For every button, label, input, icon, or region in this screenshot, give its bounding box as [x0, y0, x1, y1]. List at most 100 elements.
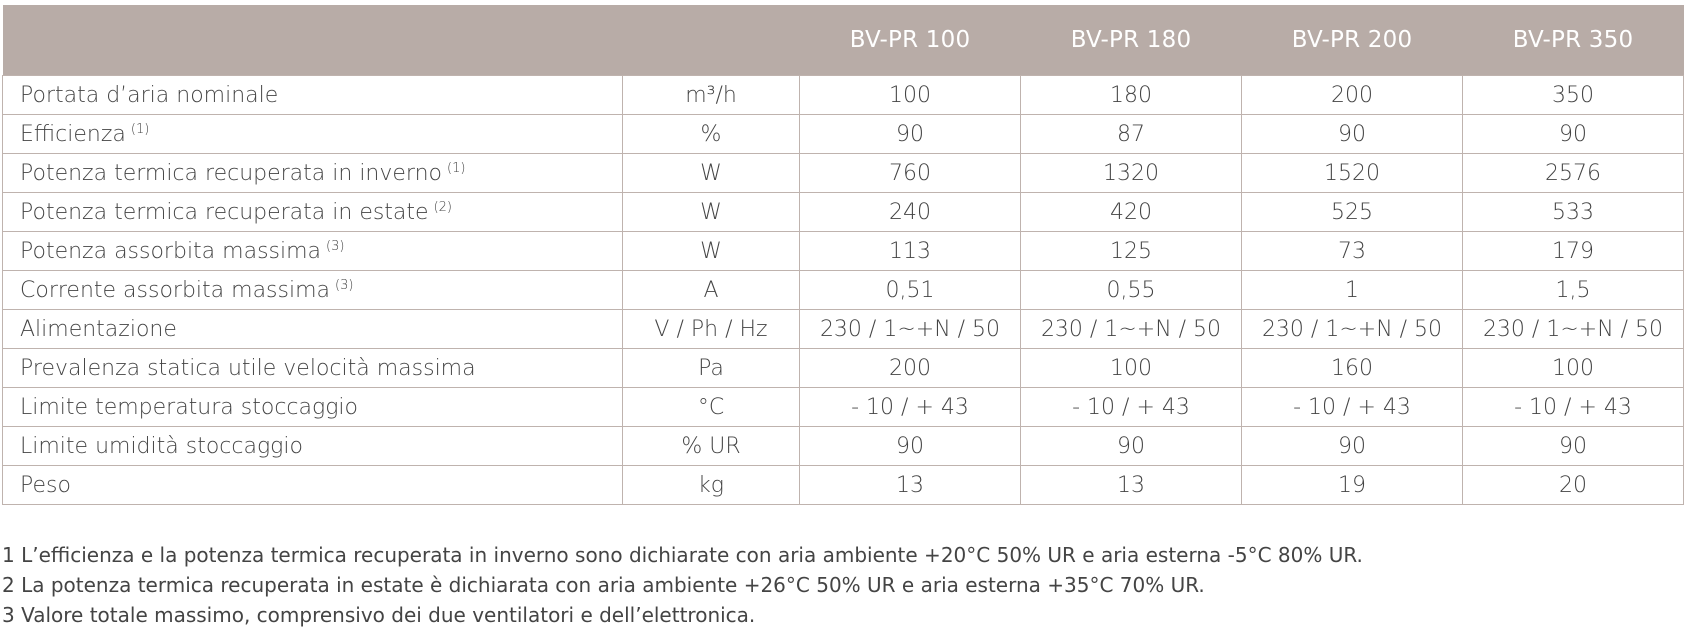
row-label-cell: Potenza termica recuperata in inverno (1) [2, 153, 623, 193]
row-label-cell: Prevalenza statica utile velocità massim… [2, 348, 623, 388]
header-model-1: BV-PR 100 [799, 5, 1021, 76]
row-value-cell: 240 [799, 192, 1021, 232]
row-label: Prevalenza statica utile velocità massim… [20, 355, 476, 381]
header-model-4: BV-PR 350 [1462, 5, 1684, 76]
row-label-cell: Potenza assorbita massima (3) [2, 231, 623, 271]
footnote-1: 1 L’efficienza e la potenza termica recu… [2, 543, 1363, 567]
row-value-cell: 533 [1462, 192, 1684, 232]
table-row: Peso kg 13 13 19 20 [2, 465, 1684, 505]
footnotes: 1 L’efficienza e la potenza termica recu… [2, 540, 1363, 630]
row-value-cell: 90 [1462, 114, 1684, 154]
row-value-cell: 100 [1020, 348, 1242, 388]
row-value-cell: 1520 [1241, 153, 1463, 193]
row-value-cell: - 10 / + 43 [799, 387, 1021, 427]
header-model-3: BV-PR 200 [1241, 5, 1463, 76]
row-value-cell: 230 / 1~+N / 50 [1241, 309, 1463, 349]
row-value-cell: 230 / 1~+N / 50 [1462, 309, 1684, 349]
row-value-cell: - 10 / + 43 [1020, 387, 1242, 427]
spec-table: BV-PR 100 BV-PR 180 BV-PR 200 BV-PR 350 … [2, 5, 1684, 505]
row-footnote-ref: (1) [447, 160, 466, 176]
row-label: Limite temperatura stoccaggio [20, 394, 358, 420]
header-label-cell [2, 5, 623, 76]
row-unit-cell: m³/h [622, 75, 800, 115]
row-value-cell: 525 [1241, 192, 1463, 232]
table-row: Potenza assorbita massima (3) W 113 125 73 179 [2, 231, 1684, 271]
row-label-cell: Limite temperatura stoccaggio [2, 387, 623, 427]
row-value-cell: 179 [1462, 231, 1684, 271]
row-value-cell: 230 / 1~+N / 50 [1020, 309, 1242, 349]
table-row: Efficienza (1)% 90 87 90 90 [2, 114, 1684, 154]
row-value-cell: 13 [799, 465, 1021, 505]
row-value-cell: 90 [1020, 426, 1242, 466]
table-row: Limite umidità stoccaggio% UR 90 90 90 90 [2, 426, 1684, 466]
row-unit-cell: % UR [622, 426, 800, 466]
row-value-cell: 90 [799, 426, 1021, 466]
row-footnote-ref: (3) [326, 238, 345, 254]
row-unit-cell: V / Ph / Hz [622, 309, 800, 349]
row-value-cell: 0,55 [1020, 270, 1242, 310]
row-label: Limite umidità stoccaggio [20, 433, 303, 459]
row-value-cell: 100 [1462, 348, 1684, 388]
row-unit-cell: W [622, 153, 800, 193]
row-label: Peso [20, 472, 71, 498]
row-value-cell: 2576 [1462, 153, 1684, 193]
header-unit-cell [622, 5, 800, 76]
row-value-cell: 90 [799, 114, 1021, 154]
row-value-cell: 20 [1462, 465, 1684, 505]
row-unit-cell: W [622, 231, 800, 271]
row-value-cell: 90 [1462, 426, 1684, 466]
row-label-cell: Potenza termica recuperata in estate (2) [2, 192, 623, 232]
row-value-cell: 760 [799, 153, 1021, 193]
row-value-cell: 0,51 [799, 270, 1021, 310]
row-label: Alimentazione [20, 316, 177, 342]
row-footnote-ref: (2) [433, 199, 453, 215]
row-value-cell: 90 [1241, 426, 1463, 466]
row-label: Corrente assorbita massima [20, 277, 331, 303]
row-label-cell: Peso [2, 465, 623, 505]
row-value-cell: 160 [1241, 348, 1463, 388]
table-row: Alimentazione V / Ph / Hz 230 / 1~+N / 50 2… [2, 309, 1684, 349]
row-value-cell: 1,5 [1462, 270, 1684, 310]
row-value-cell: 1 [1241, 270, 1463, 310]
row-label-cell: Corrente assorbita massima (3) [2, 270, 623, 310]
row-value-cell: 200 [1241, 75, 1463, 115]
table-body: Portata d’aria nominale m³/h 100 180 200 350 E… [2, 75, 1684, 505]
row-value-cell: - 10 / + 43 [1241, 387, 1463, 427]
row-value-cell: 113 [799, 231, 1021, 271]
row-value-cell: 230 / 1~+N / 50 [799, 309, 1021, 349]
row-label-cell: Alimentazione [2, 309, 623, 349]
row-value-cell: 19 [1241, 465, 1463, 505]
row-label: Potenza assorbita massima [20, 238, 322, 264]
row-footnote-ref: (1) [130, 121, 150, 137]
table-row: Potenza termica recuperata in estate (2) W… [2, 192, 1684, 232]
row-label-cell: Portata d’aria nominale [2, 75, 623, 115]
row-unit-cell: Pa [622, 348, 800, 388]
table-row: Limite temperatura stoccaggio °C - 10 / + … [2, 387, 1684, 427]
row-unit-cell: kg [622, 465, 800, 505]
row-value-cell: 100 [799, 75, 1021, 115]
row-unit-cell: W [622, 192, 800, 232]
row-label-cell: Limite umidità stoccaggio [2, 426, 623, 466]
header-model-2: BV-PR 180 [1020, 5, 1242, 76]
row-value-cell: 420 [1020, 192, 1242, 232]
table-header-row: BV-PR 100 BV-PR 180 BV-PR 200 BV-PR 350 [2, 5, 1684, 76]
row-unit-cell: A [622, 270, 800, 310]
row-footnote-ref: (3) [335, 277, 354, 293]
table-row: Prevalenza statica utile velocità massim… [2, 348, 1684, 388]
row-label: Efficienza [20, 121, 126, 147]
row-value-cell: - 10 / + 43 [1462, 387, 1684, 427]
row-value-cell: 180 [1020, 75, 1242, 115]
row-unit-cell: °C [622, 387, 800, 427]
row-value-cell: 73 [1241, 231, 1463, 271]
row-value-cell: 13 [1020, 465, 1242, 505]
table-row: Portata d’aria nominale m³/h 100 180 200 350 [2, 75, 1684, 115]
footnote-2: 2 La potenza termica recuperata in estat… [2, 573, 1205, 597]
row-label-cell: Efficienza (1) [2, 114, 623, 154]
row-value-cell: 350 [1462, 75, 1684, 115]
row-value-cell: 1320 [1020, 153, 1242, 193]
row-label: Potenza termica recuperata in estate [20, 199, 429, 225]
row-label: Portata d’aria nominale [20, 82, 279, 108]
row-value-cell: 200 [799, 348, 1021, 388]
row-value-cell: 90 [1241, 114, 1463, 154]
table-row: Corrente assorbita massima (3) A 0,51 0,55 1 1… [2, 270, 1684, 310]
